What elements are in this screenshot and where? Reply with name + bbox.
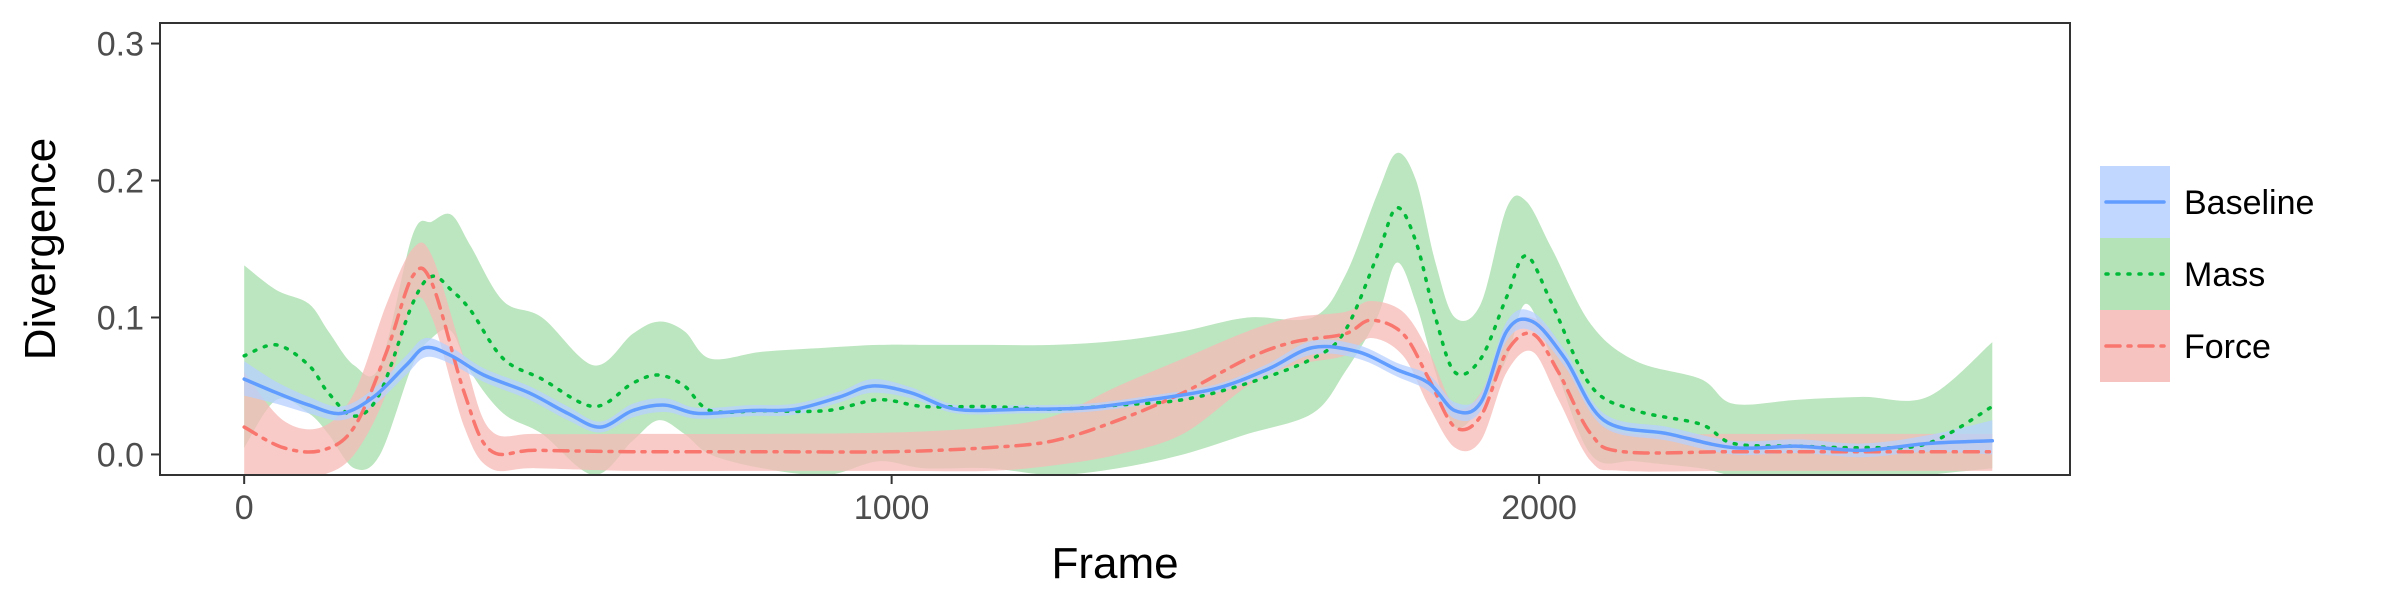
legend-key-mass [2100,238,2170,310]
y-axis: 0.0 0.1 0.2 0.3 [97,26,160,474]
legend-item-mass: Mass [2100,238,2265,310]
y-tick-label: 0.2 [97,163,144,201]
series-lines [242,206,1995,457]
x-tick-label: 2000 [1501,489,1577,527]
y-tick-label: 0.0 [97,436,144,474]
legend-label-mass: Mass [2184,256,2265,294]
legend-label-baseline: Baseline [2184,184,2314,222]
x-tick-label: 1000 [854,489,930,527]
y-tick-label: 0.1 [97,299,144,337]
baseline-line [242,317,1995,453]
force-line [242,266,1995,457]
legend-label-force: Force [2184,328,2271,366]
x-axis: 0 1000 2000 [235,475,1577,527]
mass-ribbon [244,152,1993,475]
x-axis-title: Frame [1051,539,1178,588]
x-tick-label: 0 [235,489,254,527]
legend-item-force: Force [2100,310,2271,382]
y-axis-title: Divergence [16,138,65,361]
y-tick-label: 0.3 [97,26,144,64]
plot-border [159,22,2071,476]
legend-item-baseline: Baseline [2100,166,2314,238]
legend: Baseline Mass Force [2100,166,2314,382]
